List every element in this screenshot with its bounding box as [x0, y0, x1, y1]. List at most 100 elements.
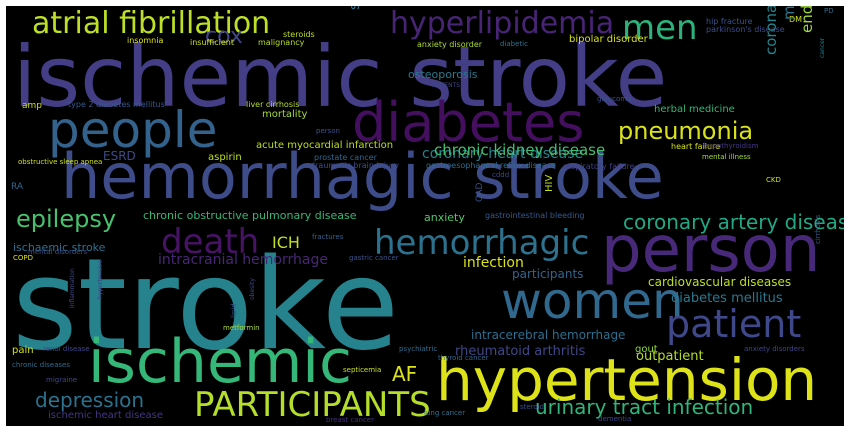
- word: liver cirrhosis: [246, 100, 300, 109]
- word: ischemic heart disease: [48, 410, 163, 421]
- word: bipolar disorder: [569, 34, 648, 45]
- word: glaucoma: [597, 95, 632, 103]
- word: hemorrhagic stroke: [61, 140, 664, 213]
- word: depression: [35, 388, 145, 412]
- word: ischemic: [88, 327, 352, 397]
- word: inflammation: [69, 268, 76, 308]
- word: sepsis: [347, 6, 363, 10]
- word: metformin: [223, 324, 260, 332]
- word: chronic kidney disease: [434, 141, 606, 159]
- word: traumatic brain injury: [312, 161, 400, 170]
- word: myocardial infarction: [780, 6, 798, 20]
- word: AF: [392, 362, 418, 386]
- word: hiv infection: [6, 241, 8, 285]
- word: insufficient: [190, 38, 235, 47]
- word: fractures: [312, 233, 344, 241]
- word: obstructive sleep apnea: [18, 158, 103, 166]
- word: lung cancer: [424, 409, 466, 417]
- word: intracerebral hemorrhage: [471, 328, 626, 342]
- word: stroke: [12, 231, 400, 378]
- word: gastric cancer: [349, 254, 399, 262]
- word: gout: [635, 344, 658, 355]
- word: heart failure: [671, 142, 721, 151]
- word: anxiety disorder: [417, 40, 483, 49]
- word: pneumonia: [618, 117, 754, 145]
- word: herbal medicine: [654, 104, 735, 115]
- word: septicemia: [343, 366, 382, 374]
- word: cardiovascular diseases: [648, 275, 792, 289]
- word: rheumatoid arthritis: [455, 344, 586, 359]
- word: HIV: [544, 174, 555, 192]
- word: PD: [824, 7, 834, 15]
- word: amp: [22, 101, 42, 111]
- word: person: [601, 213, 821, 287]
- word: coronary artery disease: [623, 210, 844, 234]
- word-cloud: stroke ischemic stroke hemorrhagic strok…: [6, 6, 844, 426]
- word: obesity: [249, 278, 256, 300]
- word: ischaemic stroke: [13, 241, 106, 254]
- word: dementia: [598, 415, 632, 423]
- word: insomnia: [127, 36, 164, 45]
- word: gastrointestinal bleeding: [485, 211, 585, 220]
- word: epilepsy: [16, 205, 117, 233]
- word: atrial fibrillation: [32, 6, 271, 41]
- word: respiratory failure: [563, 162, 635, 171]
- word: anxiety disorders: [744, 345, 805, 353]
- word: thyroid cancer: [438, 354, 489, 362]
- word: mental disorders: [28, 248, 88, 256]
- word: steroid: [520, 403, 545, 411]
- word: ICH: [272, 233, 300, 252]
- word: cancer: [819, 37, 826, 58]
- word: end-stage renal disease: [798, 6, 816, 33]
- word: PARTICIPANTS: [194, 385, 431, 425]
- word: mortality: [262, 109, 308, 120]
- word: parkinson's disease: [706, 25, 785, 34]
- word: malignancy: [258, 38, 305, 47]
- word: COPD: [13, 254, 34, 262]
- word: diabetes: [352, 91, 585, 154]
- word: diabetes mellitus: [671, 291, 783, 306]
- word: chronic diseases: [12, 361, 70, 369]
- word: psychiatric: [399, 345, 438, 353]
- word: urinary tract infection: [535, 395, 754, 419]
- word: steroids: [283, 30, 315, 39]
- word: cddd: [492, 171, 510, 179]
- word: anxiety: [424, 211, 465, 224]
- word: congestive heart failure: [6, 6, 8, 21]
- word: type 2 diabetes mellitus: [68, 100, 165, 109]
- word: breast cancer: [326, 416, 374, 424]
- word: DM: [789, 15, 803, 24]
- word: chronic obstructive pulmonary disease: [143, 209, 357, 222]
- word: acute myocardial infarction: [256, 140, 394, 151]
- word: RA: [11, 182, 24, 192]
- word: aspirin: [208, 152, 242, 163]
- word: cirrhosis: [814, 214, 822, 244]
- word: death: [161, 222, 260, 262]
- word: renal disease: [43, 345, 90, 353]
- word: CAD: [475, 182, 485, 202]
- word: hyperlipidemia: [390, 6, 615, 41]
- word: person: [316, 127, 340, 135]
- word: cox: [205, 24, 243, 49]
- word: hypothyroidism: [704, 142, 759, 150]
- word: hemorrhagic: [374, 223, 590, 263]
- word: patient: [666, 302, 802, 346]
- word: coronary heart disease: [422, 146, 584, 162]
- word: lipid: [230, 303, 238, 318]
- word: coronary heart disease: [762, 6, 780, 55]
- word: migraine: [46, 376, 78, 384]
- word: intracranial hemorrhage: [158, 252, 328, 268]
- word: outpatient: [636, 349, 704, 364]
- word: gastroesophageal reflux disease: [426, 161, 556, 170]
- word: women: [501, 272, 684, 330]
- word: prostate cancer: [314, 153, 377, 162]
- word: ESRD: [103, 149, 136, 163]
- word: ischemic stroke: [13, 28, 668, 126]
- word: hip fracture: [706, 17, 753, 26]
- word: CKD: [766, 176, 781, 184]
- word: diabetic: [500, 40, 528, 48]
- word: osteoporosis: [408, 68, 478, 81]
- word: hypertensive: [97, 259, 104, 299]
- word: people: [48, 101, 218, 159]
